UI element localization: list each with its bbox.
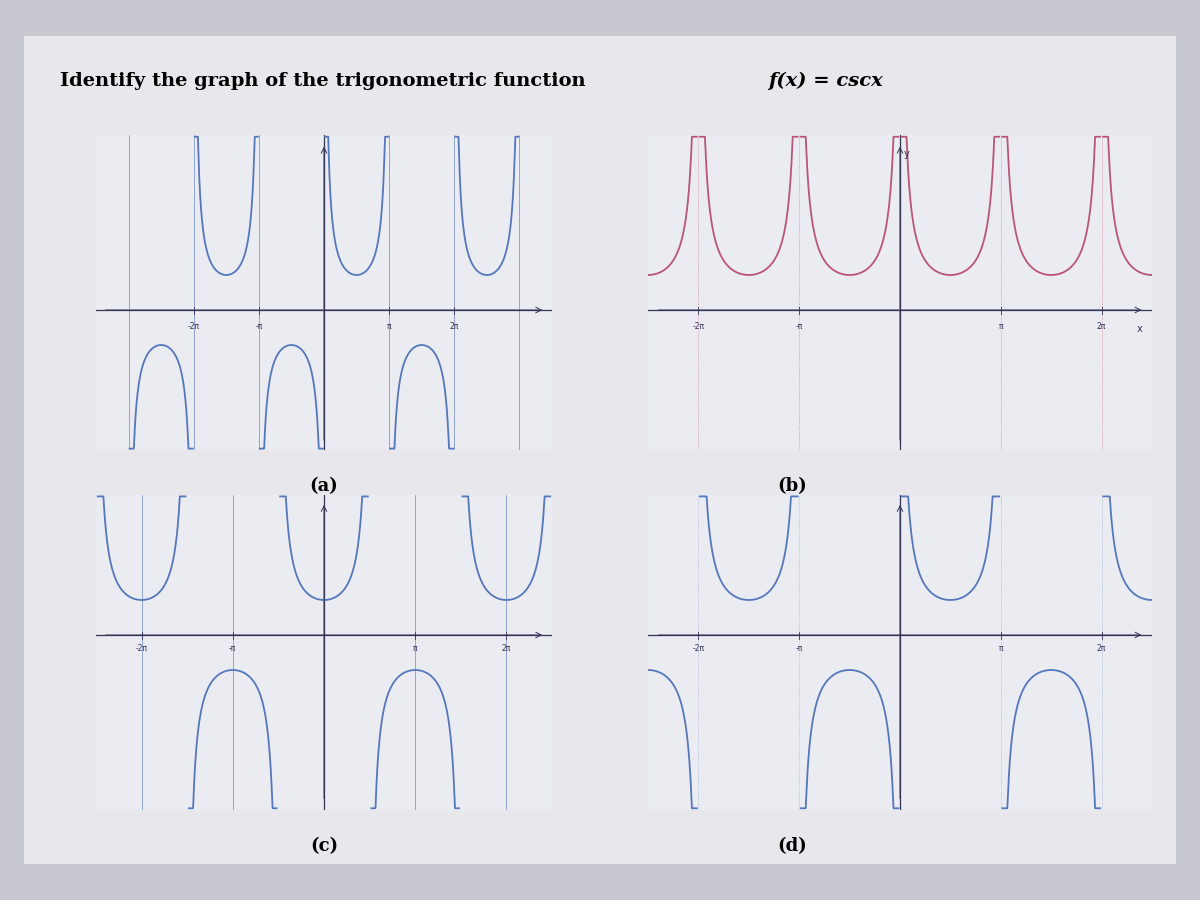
Text: x: x — [1136, 324, 1142, 334]
Text: (d): (d) — [778, 837, 806, 855]
Text: y: y — [904, 149, 908, 159]
Text: π: π — [998, 322, 1003, 331]
Text: (b): (b) — [778, 477, 806, 495]
Text: π: π — [386, 322, 391, 331]
Text: -2π: -2π — [692, 322, 704, 331]
Text: -π: -π — [229, 644, 236, 652]
Text: 2π: 2π — [450, 322, 458, 331]
Text: f(x) = cscx: f(x) = cscx — [768, 72, 883, 90]
Text: -π: -π — [796, 322, 803, 331]
Text: (c): (c) — [310, 837, 338, 855]
Text: π: π — [413, 644, 418, 652]
Text: -2π: -2π — [187, 322, 199, 331]
Text: 2π: 2π — [1097, 644, 1106, 652]
Text: 2π: 2π — [1097, 322, 1106, 331]
Text: (a): (a) — [310, 477, 338, 495]
Text: -2π: -2π — [136, 644, 148, 652]
Text: -π: -π — [796, 644, 803, 652]
Text: 2π: 2π — [502, 644, 511, 652]
Text: π: π — [998, 644, 1003, 652]
Text: -2π: -2π — [692, 644, 704, 652]
Text: Identify the graph of the trigonometric function: Identify the graph of the trigonometric … — [60, 72, 593, 90]
Text: -π: -π — [256, 322, 263, 331]
